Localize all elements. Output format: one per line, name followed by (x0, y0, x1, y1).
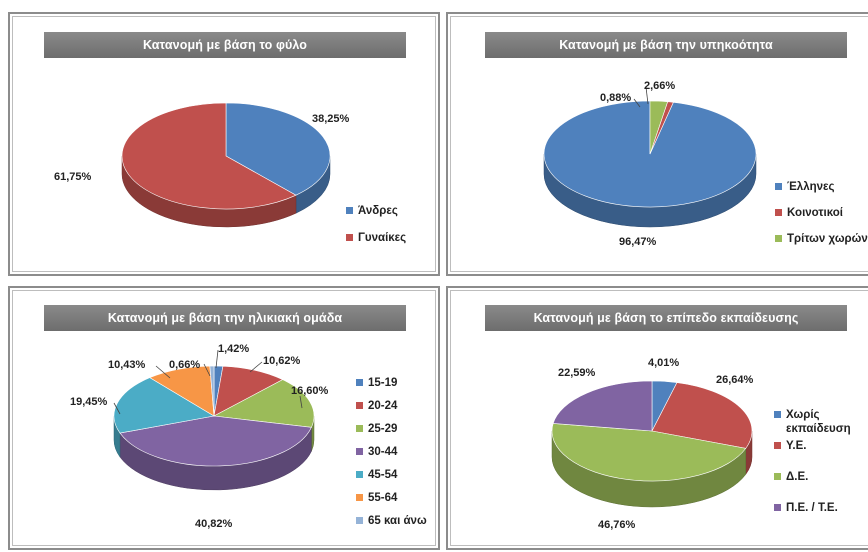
data-labels: 38,25% 61,75% (54, 113, 350, 183)
legend-label: Δ.Ε. (786, 471, 809, 483)
pie-chart-gender: 38,25% 61,75% (54, 102, 350, 228)
legend-swatch (356, 448, 363, 455)
leader-line (155, 365, 171, 379)
pie-slice (113, 377, 215, 434)
data-label: 16,60% (291, 385, 329, 397)
data-label: 61,75% (54, 171, 92, 183)
pie-slice (552, 380, 653, 432)
legend-label: 25-29 (368, 423, 398, 435)
legend-swatch (775, 183, 782, 190)
data-label: 19,45% (70, 396, 108, 408)
pie-slice (225, 102, 331, 196)
data-label: 10,62% (263, 355, 301, 367)
legend-swatch (775, 235, 782, 242)
chart-title: Κατανομή με βάση την υπηκοότητα (485, 32, 847, 58)
legend-swatch (774, 473, 781, 480)
data-label: 38,25% (312, 113, 350, 125)
legend-swatch (356, 379, 363, 386)
leader-line (113, 402, 121, 415)
legend-label: Χωρίς εκπαίδευση (786, 409, 851, 435)
data-label: 4,01% (648, 357, 679, 369)
legend-label: 15-19 (368, 377, 398, 389)
data-labels: 1,42% 10,62% 16,60% 40,82% 19,45% 10,43% 0,66% (70, 343, 329, 530)
legend-label: Έλληνες (787, 181, 835, 193)
legend-label: 65 και άνω (368, 515, 427, 527)
data-label: 0,88% (600, 92, 631, 104)
leader-line (299, 395, 303, 409)
data-labels: 4,01% 26,64% 46,76% 22,59% (558, 357, 754, 531)
leader-line (203, 363, 211, 377)
data-label: 2,66% (644, 80, 675, 92)
legend-swatch (356, 471, 363, 478)
data-labels: 96,47% 0,88% 2,66% (600, 80, 675, 248)
data-label: 40,82% (195, 518, 233, 530)
data-label: 10,43% (108, 359, 146, 371)
pie-slice (649, 100, 669, 155)
legend-swatch (356, 402, 363, 409)
data-label: 22,59% (558, 367, 596, 379)
legend-swatch (774, 442, 781, 449)
leader-line (215, 349, 219, 369)
pie-slice (213, 365, 284, 417)
legend-label: Άνδρες (358, 205, 398, 217)
pie-slice (121, 102, 297, 210)
leader-line (633, 98, 641, 108)
pie-top (551, 380, 753, 482)
data-label: 0,66% (169, 359, 200, 371)
pie-slice (213, 379, 315, 428)
legend-label: Κοινοτικοί (787, 207, 843, 219)
panel-nationality: Κατανομή με βάση την υπηκοότητα 96,47% 0,… (446, 12, 868, 276)
leader-line (249, 361, 263, 373)
chart-title: Κατανομή με βάση το φύλο (44, 32, 406, 58)
panel-age: Κατανομή με βάση την ηλικιακή ομάδα 1,42… (8, 286, 440, 550)
pie-chart-nationality: 96,47% 0,88% 2,66% (543, 80, 757, 248)
legend-label: 30-44 (368, 446, 398, 458)
legend-swatch (346, 207, 353, 214)
legend-swatch (774, 411, 781, 418)
legend-label: 45-54 (368, 469, 398, 481)
legend-swatch (356, 517, 363, 524)
pie-slice (209, 365, 215, 417)
data-label: 1,42% (218, 343, 249, 355)
legend-swatch (356, 494, 363, 501)
legend-swatch (346, 234, 353, 241)
data-label: 26,64% (716, 374, 754, 386)
legend-label: Π.Ε. / Τ.Ε. (786, 502, 838, 514)
legend-label: Γυναίκες (358, 232, 407, 244)
pie-top (543, 100, 757, 208)
pie-slice (651, 382, 753, 449)
legend-label: 20-24 (368, 400, 398, 412)
legend-label: Τρίτων χωρών (787, 233, 868, 245)
legend-label: 55-64 (368, 492, 398, 504)
panel-education: Κατανομή με βάση το επίπεδο εκπαίδευσης … (446, 286, 868, 550)
chart-title: Κατανομή με βάση το επίπεδο εκπαίδευσης (485, 305, 847, 331)
chart-title: Κατανομή με βάση την ηλικιακή ομάδα (44, 305, 406, 331)
pie-slice (551, 423, 747, 482)
data-label: 96,47% (619, 236, 657, 248)
pie-top (121, 102, 331, 210)
leader-line (645, 86, 649, 105)
panel-gender: Κατανομή με βάση το φύλο 38,25% 61,75% Άν… (8, 12, 440, 276)
data-label: 46,76% (598, 519, 636, 531)
pie-chart-age: 1,42% 10,62% 16,60% 40,82% 19,45% 10,43% 0,66% (70, 343, 329, 530)
legend-swatch (356, 425, 363, 432)
legend-label: Υ.Ε. (786, 440, 807, 452)
pie-slice (119, 415, 312, 467)
legend-swatch (775, 209, 782, 216)
legend-swatch (774, 504, 781, 511)
pie-chart-education: 4,01% 26,64% 46,76% 22,59% (551, 357, 754, 531)
pie-top (113, 365, 315, 467)
